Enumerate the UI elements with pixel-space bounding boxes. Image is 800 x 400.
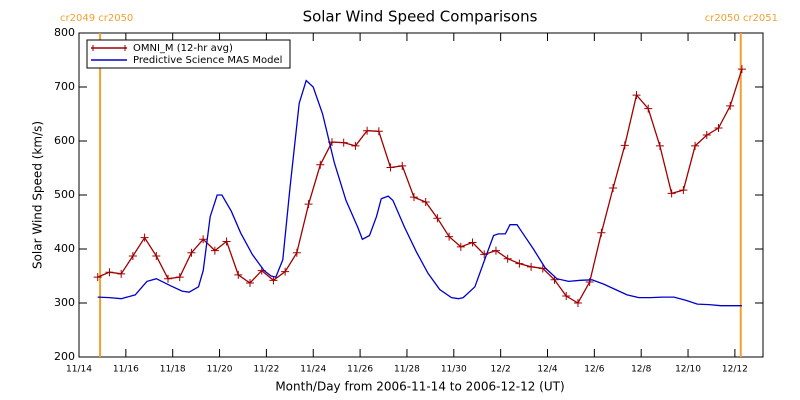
data-point	[737, 65, 746, 74]
x-tick-label: 11/28	[394, 365, 420, 375]
x-tick-label: 11/24	[300, 365, 326, 375]
data-point	[351, 141, 360, 150]
data-point	[702, 131, 711, 140]
legend-label: Predictive Science MAS Model	[133, 55, 282, 66]
data-point	[433, 214, 442, 223]
data-point	[620, 141, 629, 150]
chart-title: Solar Wind Speed Comparisons	[303, 8, 538, 26]
x-tick-label: 11/26	[347, 365, 373, 375]
data-point	[456, 242, 465, 251]
data-point	[468, 238, 477, 247]
data-point	[421, 198, 430, 207]
data-point	[269, 276, 278, 285]
data-point	[609, 183, 618, 192]
data-point	[246, 279, 254, 288]
x-tick-label: 11/18	[160, 365, 186, 375]
data-point	[374, 127, 383, 136]
x-tick-label: 12/4	[537, 365, 557, 375]
data-point	[445, 232, 454, 241]
boundary-label: cr2050 cr2051	[705, 13, 778, 24]
data-point	[339, 138, 348, 147]
data-point	[187, 248, 196, 257]
data-point	[386, 163, 395, 172]
x-axis-label: Month/Day from 2006-11-14 to 2006-12-12 …	[275, 380, 564, 394]
data-point	[644, 104, 653, 113]
legend-symbol	[92, 45, 126, 51]
series-line	[97, 79, 742, 307]
x-tick-label: 11/30	[441, 365, 467, 375]
x-tick-label: 12/8	[631, 365, 651, 375]
y-tick-label: 700	[54, 80, 75, 93]
y-tick-label: 600	[54, 134, 75, 147]
data-point	[562, 291, 571, 300]
legend-box	[86, 39, 291, 69]
y-tick-label: 200	[54, 350, 75, 363]
x-tick-label: 11/20	[207, 365, 233, 375]
data-point	[210, 246, 219, 255]
y-tick-label: 300	[54, 296, 75, 309]
x-tick-label: 11/16	[113, 365, 139, 375]
data-point	[304, 200, 313, 209]
x-tick-label: 12/12	[722, 365, 748, 375]
boundary-label: cr2049 cr2050	[60, 13, 133, 24]
data-point	[117, 269, 126, 278]
data-point	[491, 246, 500, 255]
data-point	[503, 254, 512, 263]
data-point	[164, 274, 173, 283]
y-tick-label: 400	[54, 242, 75, 255]
data-point	[281, 267, 290, 276]
data-point	[679, 186, 688, 195]
data-point	[105, 268, 114, 277]
data-point	[222, 237, 231, 246]
data-point	[140, 233, 149, 242]
y-axis-label: Solar Wind Speed (km/s)	[31, 121, 45, 269]
x-tick-label: 11/14	[66, 365, 92, 375]
y-tick-label: 500	[54, 188, 75, 201]
data-point	[515, 259, 524, 268]
data-point	[527, 262, 536, 271]
data-point	[714, 124, 723, 133]
data-point	[363, 126, 372, 135]
data-point	[691, 141, 700, 150]
legend-label: OMNI_M (12-hr avg)	[133, 43, 233, 54]
data-point	[573, 299, 582, 307]
data-point	[398, 161, 407, 170]
x-tick-label: 11/22	[253, 365, 279, 375]
data-point	[93, 273, 102, 282]
data-point	[128, 252, 137, 261]
series-line	[97, 69, 743, 304]
x-tick-label: 12/2	[491, 365, 511, 375]
data-point	[152, 252, 161, 261]
data-point	[234, 270, 243, 279]
data-point	[726, 101, 735, 110]
x-tick-label: 12/6	[584, 365, 604, 375]
data-point	[409, 193, 418, 202]
data-point	[597, 228, 606, 237]
data-point	[175, 273, 184, 282]
y-tick-label: 800	[54, 26, 75, 39]
x-tick-label: 12/10	[675, 365, 701, 375]
data-point	[199, 235, 208, 244]
data-point	[292, 248, 301, 257]
data-point	[667, 189, 676, 198]
data-point	[632, 91, 641, 100]
data-point	[316, 160, 325, 169]
data-point	[655, 141, 664, 150]
